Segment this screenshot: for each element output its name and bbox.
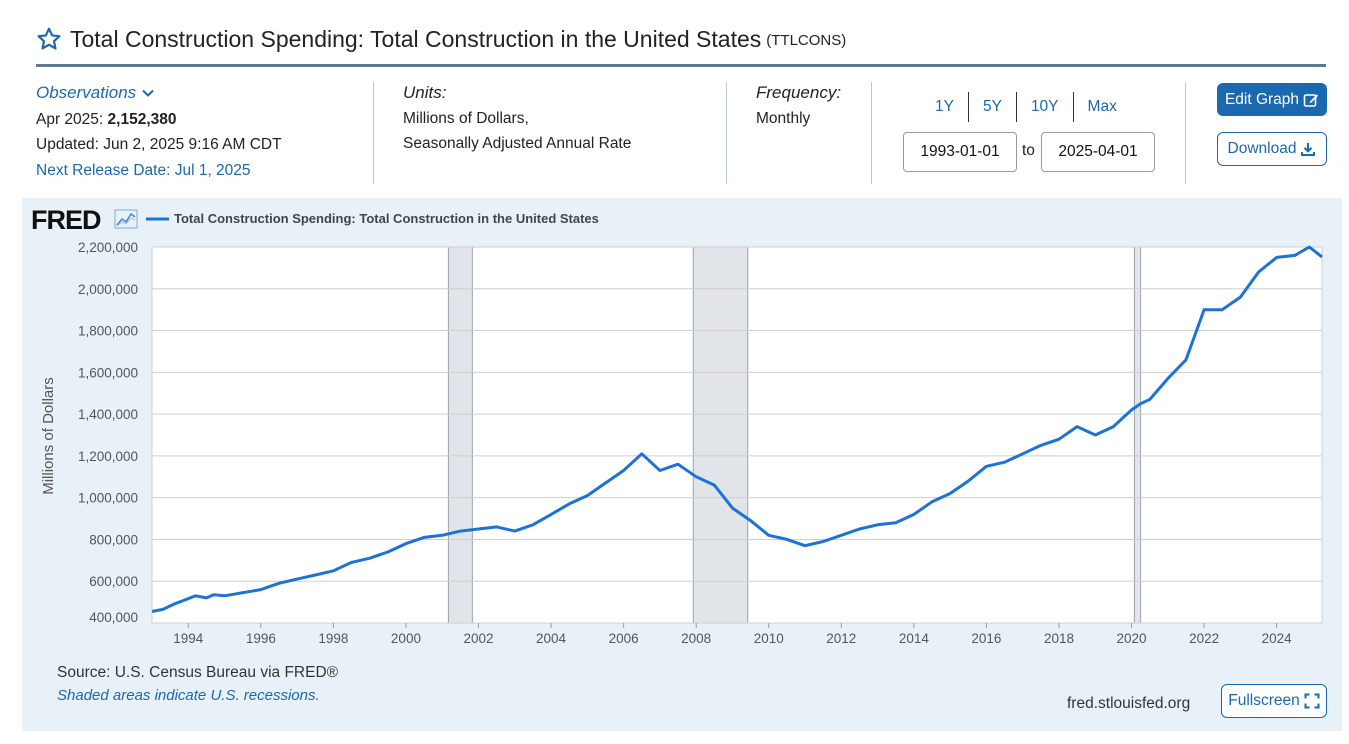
y-tick-label: 1,600,000 <box>78 365 138 380</box>
fullscreen-button[interactable]: Fullscreen <box>1221 684 1327 718</box>
y-tick-label: 1,800,000 <box>78 324 138 339</box>
series-line <box>151 245 1323 613</box>
series-id: (TTLCONS) <box>766 32 847 49</box>
frequency-column: Frequency: Monthly <box>756 80 876 184</box>
x-axis-ticks: 1994 1996 1998 2000 2002 2004 2006 2008 2010 2012… <box>173 623 1292 646</box>
range-buttons: 1Y 5Y 10Y Max <box>922 92 1131 122</box>
observations-column: Observations Apr 2025: 2,152,380 Updated… <box>36 80 356 184</box>
range-10y-button[interactable]: 10Y <box>1017 92 1074 122</box>
plot-border <box>151 246 1323 624</box>
x-tick-label: 1994 <box>173 631 204 646</box>
units-column: Units: Millions of Dollars, Seasonally A… <box>403 80 723 184</box>
x-tick-label: 2010 <box>754 631 784 646</box>
y-tick-label: 1,200,000 <box>78 449 138 464</box>
page-title: Total Construction Spending: Total Const… <box>70 26 762 52</box>
y-tick-label: 1,400,000 <box>78 407 138 422</box>
chart: FRED Total Construction Spending: Total … <box>31 205 1323 646</box>
x-tick-label: 2016 <box>971 631 1001 646</box>
x-tick-label: 2024 <box>1262 631 1293 646</box>
legend-label: Total Construction Spending: Total Const… <box>174 211 599 226</box>
edit-graph-label: Edit Graph <box>1224 90 1300 108</box>
end-date-input[interactable] <box>1041 132 1155 172</box>
recession-note: Shaded areas indicate U.S. recessions. <box>57 687 320 704</box>
download-icon <box>1301 143 1316 156</box>
meta-panel: Observations Apr 2025: 2,152,380 Updated… <box>36 80 1328 186</box>
series-layer <box>151 245 1323 613</box>
frequency-label: Frequency: <box>756 83 842 102</box>
range-max-button[interactable]: Max <box>1087 98 1117 115</box>
fred-chart-icon <box>114 209 138 229</box>
x-tick-label: 2004 <box>536 631 567 646</box>
source-text: Source: U.S. Census Bureau via FRED® <box>57 664 339 681</box>
units-line1: Millions of Dollars, <box>403 109 529 127</box>
y-tick-label: 400,000 <box>89 610 138 625</box>
fullscreen-icon <box>1304 693 1320 709</box>
divider <box>373 82 374 184</box>
y-tick-label: 600,000 <box>89 574 138 589</box>
observations-label: Observations <box>36 83 137 102</box>
units-line2: Seasonally Adjusted Annual Rate <box>403 135 632 152</box>
divider <box>1185 82 1186 184</box>
range-5y-button[interactable]: 5Y <box>969 92 1017 122</box>
recession-band <box>692 246 749 624</box>
y-tick-label: 2,200,000 <box>78 240 138 255</box>
x-tick-label: 2008 <box>681 631 711 646</box>
download-label: Download <box>1227 140 1297 157</box>
chevron-down-icon <box>142 89 154 97</box>
fullscreen-label: Fullscreen <box>1228 692 1300 709</box>
date-to-label: to <box>1022 142 1035 159</box>
x-tick-label: 2022 <box>1189 631 1219 646</box>
star-icon[interactable] <box>36 26 62 52</box>
latest-observation: Apr 2025: 2,152,380 <box>36 107 356 133</box>
x-tick-label: 2000 <box>391 631 421 646</box>
x-tick-label: 2002 <box>463 631 493 646</box>
frequency-value: Monthly <box>756 109 811 127</box>
x-tick-label: 1996 <box>246 631 276 646</box>
graph-panel: FRED Total Construction Spending: Total … <box>22 198 1342 731</box>
y-axis-ticks: 400,000 600,000 800,000 1,000,000 1,200,000 1… <box>78 240 138 625</box>
divider <box>871 82 872 184</box>
y-tick-label: 2,000,000 <box>78 282 138 297</box>
y-tick-label: 1,000,000 <box>78 491 138 506</box>
edit-graph-button[interactable]: Edit Graph <box>1217 83 1327 116</box>
download-button[interactable]: Download <box>1217 132 1327 166</box>
latest-date: Apr 2025: <box>36 110 104 128</box>
x-tick-label: 2012 <box>826 631 856 646</box>
recession-band <box>1133 246 1142 624</box>
x-tick-label: 2006 <box>609 631 639 646</box>
x-tick-label: 2020 <box>1117 631 1147 646</box>
divider <box>726 82 727 184</box>
x-tick-label: 2018 <box>1044 631 1074 646</box>
x-tick-label: 2014 <box>899 631 930 646</box>
range-1y-button[interactable]: 1Y <box>922 92 969 122</box>
x-tick-label: 1998 <box>318 631 348 646</box>
units-label: Units: <box>403 83 447 102</box>
y-tick-label: 800,000 <box>89 532 138 547</box>
fred-url: fred.stlouisfed.org <box>1067 695 1191 712</box>
updated-text: Updated: Jun 2, 2025 9:16 AM CDT <box>36 136 282 153</box>
edit-icon <box>1303 93 1319 107</box>
recession-band <box>447 246 473 624</box>
latest-value: 2,152,380 <box>107 110 177 128</box>
next-release-link[interactable]: Next Release Date: Jul 1, 2025 <box>36 161 251 179</box>
start-date-input[interactable] <box>903 132 1017 172</box>
observations-toggle[interactable]: Observations <box>36 80 156 106</box>
title-row: Total Construction Spending: Total Const… <box>36 24 1326 67</box>
y-axis-label: Millions of Dollars <box>40 377 57 495</box>
fred-logo: FRED <box>31 205 101 235</box>
